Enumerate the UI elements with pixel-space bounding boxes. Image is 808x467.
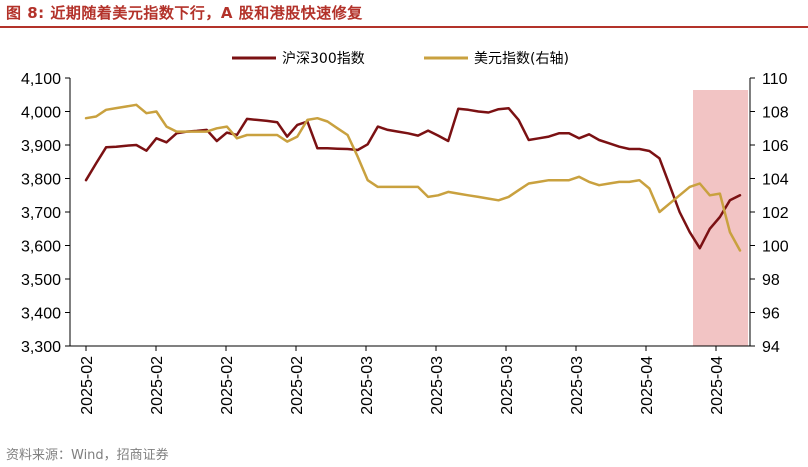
right-tick-label: 110 <box>762 71 788 88</box>
right-tick-label: 106 <box>762 138 789 155</box>
x-tick-label: 2025-02 <box>79 356 96 415</box>
series-line-dxy <box>84 103 742 252</box>
x-tick-label: 2025-02 <box>149 356 166 415</box>
right-tick-label: 100 <box>762 239 789 256</box>
x-tick-label: 2025-03 <box>359 356 376 415</box>
left-tick-label: 3,500 <box>21 272 61 289</box>
right-tick-label: 102 <box>762 205 789 222</box>
right-tick-label: 94 <box>762 339 780 356</box>
series-line-csi300 <box>84 106 742 250</box>
left-tick-label: 3,600 <box>21 239 61 256</box>
right-tick-label: 104 <box>762 172 789 189</box>
x-tick-label: 2025-03 <box>499 356 516 415</box>
x-tick-label: 2025-04 <box>639 356 656 415</box>
chart-axes <box>69 78 751 347</box>
left-tick-label: 3,700 <box>21 205 61 222</box>
title-rule <box>0 26 808 28</box>
x-tick-label: 2025-03 <box>569 356 586 415</box>
figure-title: 图 8: 近期随着美元指数下行，A 股和港股快速修复 <box>6 4 363 22</box>
legend-label-dxy: 美元指数(右轴) <box>474 51 569 67</box>
left-axis-ticks: 3,300 3,400 3,500 3,600 3,700 3,800 3,900 4,000… <box>21 71 70 356</box>
x-tick-label: 2025-02 <box>289 356 306 415</box>
right-axis-ticks: 94 96 98 100 102 104 106 108 110 <box>750 71 789 356</box>
right-tick-label: 96 <box>762 306 780 323</box>
left-tick-label: 3,800 <box>21 172 61 189</box>
x-tick-label: 2025-04 <box>709 356 726 415</box>
series-lines <box>84 103 742 252</box>
left-tick-label: 3,300 <box>21 339 61 356</box>
x-tick-label: 2025-03 <box>429 356 446 415</box>
right-tick-label: 108 <box>762 105 789 122</box>
legend: 沪深300指数 美元指数(右轴) <box>232 51 569 67</box>
left-tick-label: 4,000 <box>21 105 61 122</box>
left-tick-label: 3,900 <box>21 138 61 155</box>
source-note: 资料来源：Wind，招商证券 <box>6 448 169 463</box>
left-tick-label: 3,400 <box>21 306 61 323</box>
legend-label-csi300: 沪深300指数 <box>282 51 365 67</box>
right-tick-label: 98 <box>762 272 780 289</box>
left-tick-label: 4,100 <box>21 71 61 88</box>
x-axis-ticks: 2025-02 2025-02 2025-02 2025-02 2025-03 2025-… <box>79 346 726 415</box>
x-tick-label: 2025-02 <box>219 356 236 415</box>
